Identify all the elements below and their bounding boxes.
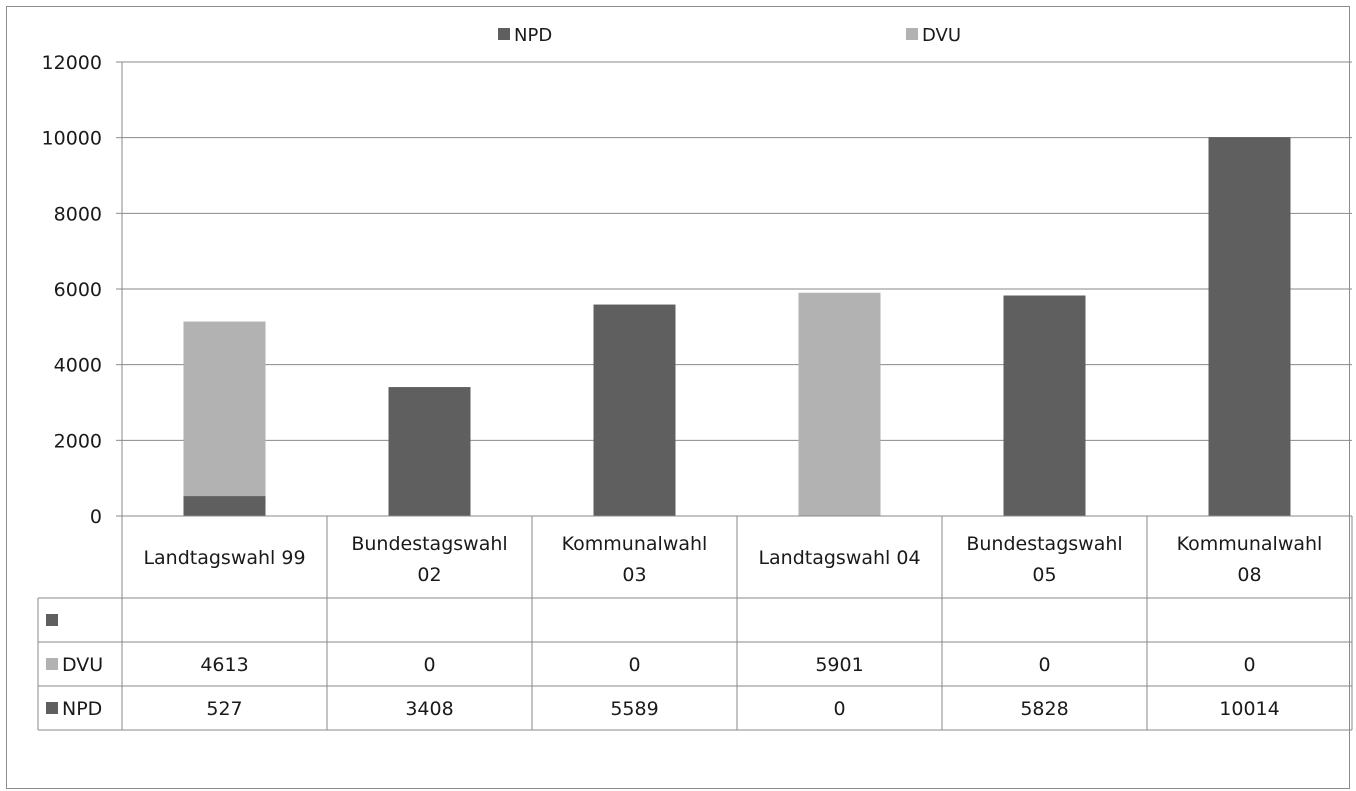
table-legend-key <box>46 614 58 626</box>
table-cell-value: 10014 <box>1219 698 1279 720</box>
x-category-label: 03 <box>622 564 646 586</box>
table-cell-value: 0 <box>833 698 845 720</box>
x-category-label: Kommunalwahl <box>562 533 708 555</box>
x-category-label: 08 <box>1237 564 1261 586</box>
bar-npd <box>593 304 676 516</box>
table-legend-key <box>46 702 58 714</box>
table-row-label: DVU <box>62 654 103 676</box>
table-cell-value: 0 <box>1243 654 1255 676</box>
table-cell-value: 5589 <box>610 698 658 720</box>
x-category-label: 05 <box>1032 564 1056 586</box>
x-category-label: Kommunalwahl <box>1177 533 1323 555</box>
y-tick-label: 10000 <box>42 128 102 150</box>
table-row-label: NPD <box>62 698 102 720</box>
bar-npd <box>1003 295 1086 516</box>
table-legend-key <box>46 658 58 670</box>
bar-dvu <box>183 321 266 497</box>
bar-npd <box>388 387 471 516</box>
legend-label: NPD <box>514 25 552 46</box>
table-cell-value: 5828 <box>1020 698 1068 720</box>
y-tick-label: 0 <box>90 506 102 528</box>
table-cell-value: 527 <box>206 698 242 720</box>
y-tick-label: 4000 <box>54 355 102 377</box>
x-category-label: 02 <box>417 564 441 586</box>
x-category-label: Landtagswahl 99 <box>143 547 305 569</box>
table-cell-value: 0 <box>628 654 640 676</box>
y-tick-label: 12000 <box>42 52 102 74</box>
table-cell-value: 4613 <box>200 654 248 676</box>
table-cell-value: 3408 <box>405 698 453 720</box>
bar-npd <box>1208 137 1291 516</box>
y-tick-label: 2000 <box>54 430 102 452</box>
x-category-label: Bundestagswahl <box>966 533 1122 555</box>
legend-key <box>906 28 918 40</box>
y-tick-label: 6000 <box>54 279 102 301</box>
x-category-label: Bundestagswahl <box>351 533 507 555</box>
table-cell-value: 5901 <box>815 654 863 676</box>
legend-label: DVU <box>922 25 961 46</box>
table-cell-value: 0 <box>1038 654 1050 676</box>
bar-npd <box>183 496 266 516</box>
y-tick-label: 8000 <box>54 203 102 225</box>
x-category-label: Landtagswahl 04 <box>758 547 920 569</box>
table-cell-value: 0 <box>423 654 435 676</box>
bar-dvu <box>798 292 881 516</box>
legend-key <box>498 28 510 40</box>
